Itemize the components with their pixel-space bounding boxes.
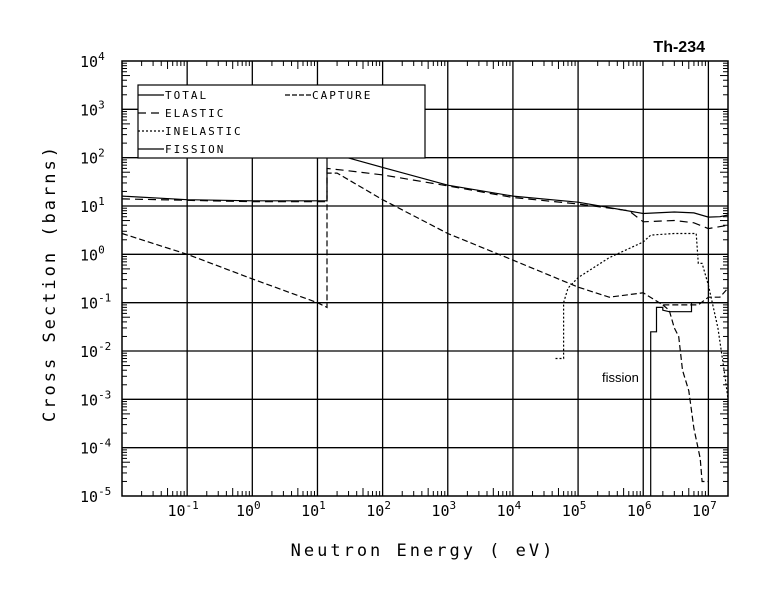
y-tick-label: 104 <box>80 50 105 71</box>
legend-label-capture: CAPTURE <box>312 89 372 102</box>
fission-annotation: fission <box>602 370 639 385</box>
series-group <box>121 153 729 496</box>
plot-frame <box>121 60 729 497</box>
legend-label-fission: FISSION <box>165 143 225 156</box>
x-tick-exponent: 6 <box>645 499 652 512</box>
x-tick-exponent: 4 <box>515 499 522 512</box>
series-line-fission <box>650 302 728 496</box>
x-axis-label: Neutron Energy ( eV) <box>291 541 556 561</box>
y-tick-label: 10-5 <box>80 485 111 506</box>
legend-label-inelastic: INELASTIC <box>165 125 243 138</box>
y-tick-label: 101 <box>80 195 105 216</box>
y-tick-label: 10-4 <box>80 437 112 458</box>
x-tick-exponent: 5 <box>580 499 587 512</box>
series-line-elastic <box>121 167 729 230</box>
y-tick-exponent: -5 <box>98 485 111 498</box>
y-tick-label: 100 <box>80 243 105 264</box>
y-tick-label: 10-2 <box>80 340 111 361</box>
x-tick-exponent: -1 <box>186 499 199 512</box>
y-tick-label: 10-1 <box>80 292 111 313</box>
y-tick-exponent: 4 <box>98 50 105 63</box>
axis-ticks <box>122 61 728 496</box>
series-line-capture <box>121 172 729 309</box>
y-tick-exponent: -3 <box>98 388 111 401</box>
x-tick-label: 101 <box>301 499 326 520</box>
legend-box <box>137 84 426 159</box>
x-tick-label: 104 <box>497 499 522 520</box>
x-tick-exponent: 3 <box>449 499 456 512</box>
x-tick-label: 106 <box>627 499 652 520</box>
series-line-total <box>121 153 729 218</box>
y-tick-exponent: -2 <box>98 340 111 353</box>
x-tick-label: 10-1 <box>167 499 198 520</box>
y-tick-label: 10-3 <box>80 388 111 409</box>
series-line-inelastic <box>555 232 729 400</box>
y-tick-exponent: 2 <box>98 147 105 160</box>
y-axis-label: Cross Section (barns) <box>40 144 60 422</box>
x-tick-label: 105 <box>562 499 587 520</box>
y-tick-exponent: -1 <box>98 292 111 305</box>
x-tick-label: 102 <box>366 499 391 520</box>
y-tick-exponent: -4 <box>98 437 112 450</box>
y-tick-exponent: 1 <box>98 195 105 208</box>
legend: TOTAL ELASTIC INELASTIC FISSION CAPTURE <box>137 84 426 159</box>
y-tick-exponent: 0 <box>98 243 105 256</box>
x-tick-exponent: 1 <box>319 499 326 512</box>
chart-title: Th-234 <box>653 39 705 56</box>
legend-label-total: TOTAL <box>165 89 208 102</box>
x-tick-labels: 10-1 100 101 102 103 104 105 106 107 <box>167 499 716 520</box>
series-line-capture-extra <box>662 304 709 483</box>
legend-label-elastic: ELASTIC <box>165 107 225 120</box>
y-tick-label: 102 <box>80 147 105 168</box>
x-tick-label: 100 <box>236 499 261 520</box>
x-tick-exponent: 7 <box>710 499 717 512</box>
y-tick-label: 103 <box>80 98 105 119</box>
x-tick-exponent: 0 <box>254 499 261 512</box>
y-tick-exponent: 3 <box>98 98 105 111</box>
x-tick-label: 107 <box>692 499 717 520</box>
x-tick-label: 103 <box>431 499 456 520</box>
x-tick-exponent: 2 <box>384 499 391 512</box>
